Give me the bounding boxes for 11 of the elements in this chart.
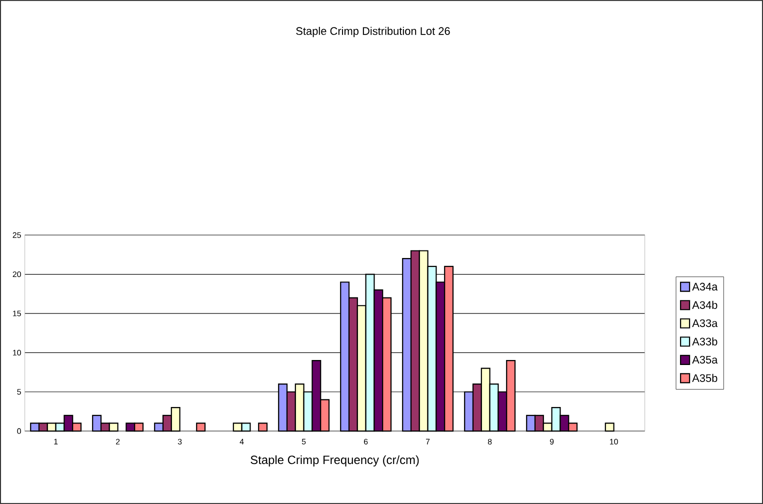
bar xyxy=(196,422,206,432)
bar xyxy=(604,422,614,432)
legend-label: A33a xyxy=(692,319,718,328)
legend-label: A35a xyxy=(692,356,718,364)
legend-label: A34a xyxy=(692,282,718,291)
x-axis-title: Staple Crimp Frequency (cr/cm) xyxy=(250,455,419,466)
bar xyxy=(258,422,268,432)
legend-label: A34b xyxy=(692,300,718,309)
chart-title: Staple Crimp Distribution Lot 26 xyxy=(296,26,450,38)
legend-label: A33b xyxy=(692,337,718,346)
legend-label: A35b xyxy=(692,374,718,382)
